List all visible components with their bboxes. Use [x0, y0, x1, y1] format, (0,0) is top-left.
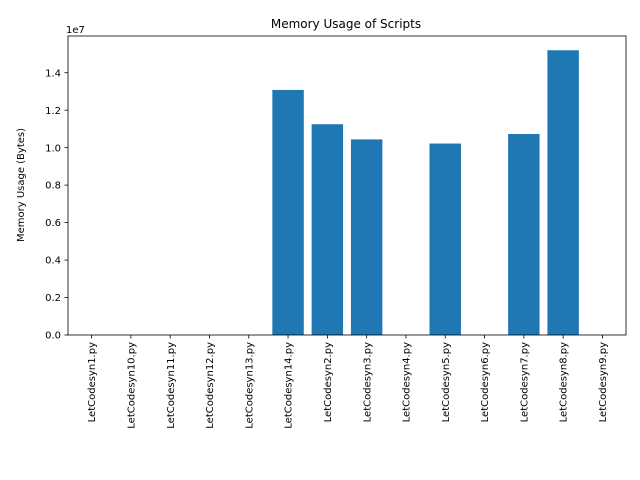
x-tick-label: LetCodesyn6.py: [480, 342, 491, 422]
x-tick-label: LetCodesyn2.py: [323, 342, 334, 422]
x-tick-label: LetCodesyn11.py: [166, 342, 177, 429]
y-tick-label: 1.2: [45, 106, 61, 117]
bar-letcodesyn3-py: [350, 139, 383, 335]
x-tick-label: LetCodesyn14.py: [284, 342, 295, 429]
y-axis-offset-label: 1e7: [66, 25, 85, 36]
y-tick-label: 1.0: [45, 143, 61, 154]
x-axis-ticks: LetCodesyn1.py LetCodesyn10.py LetCodesyn1…: [87, 335, 609, 429]
y-tick-label: 0.0: [45, 331, 61, 342]
bar-letcodesyn14-py: [272, 89, 304, 335]
y-tick-label: 0.6: [45, 218, 61, 229]
y-tick-label: 0.2: [45, 293, 61, 304]
y-tick-label: 1.4: [45, 68, 61, 79]
plot-frame: [67, 35, 627, 336]
bar-letcodesyn8-py: [547, 50, 579, 336]
x-tick-label: LetCodesyn9.py: [598, 342, 609, 422]
y-axis-label: Memory Usage (Bytes): [16, 128, 27, 242]
y-tick-label: 0.8: [45, 181, 61, 192]
bar-letcodesyn2-py: [311, 124, 344, 336]
x-tick-label: LetCodesyn10.py: [126, 342, 137, 429]
axes-frame: [67, 35, 627, 336]
bars: [272, 50, 579, 336]
x-tick-label: LetCodesyn13.py: [244, 342, 255, 429]
bar-letcodesyn5-py: [429, 143, 461, 335]
bar-letcodesyn7-py: [508, 133, 540, 335]
y-axis-ticks: 0.0 0.2 0.4 0.6 0.8 1.0 1.2 1.4: [45, 68, 68, 342]
x-tick-label: LetCodesyn1.py: [87, 342, 98, 422]
y-tick-label: 0.4: [45, 256, 61, 267]
chart-title: Memory Usage of Scripts: [271, 17, 421, 31]
x-tick-label: LetCodesyn5.py: [441, 342, 452, 422]
x-tick-label: LetCodesyn12.py: [205, 342, 216, 429]
x-tick-label: LetCodesyn3.py: [362, 342, 373, 422]
x-tick-label: LetCodesyn8.py: [559, 342, 570, 422]
x-tick-label: LetCodesyn4.py: [402, 342, 413, 422]
x-tick-label: LetCodesyn7.py: [519, 342, 530, 422]
